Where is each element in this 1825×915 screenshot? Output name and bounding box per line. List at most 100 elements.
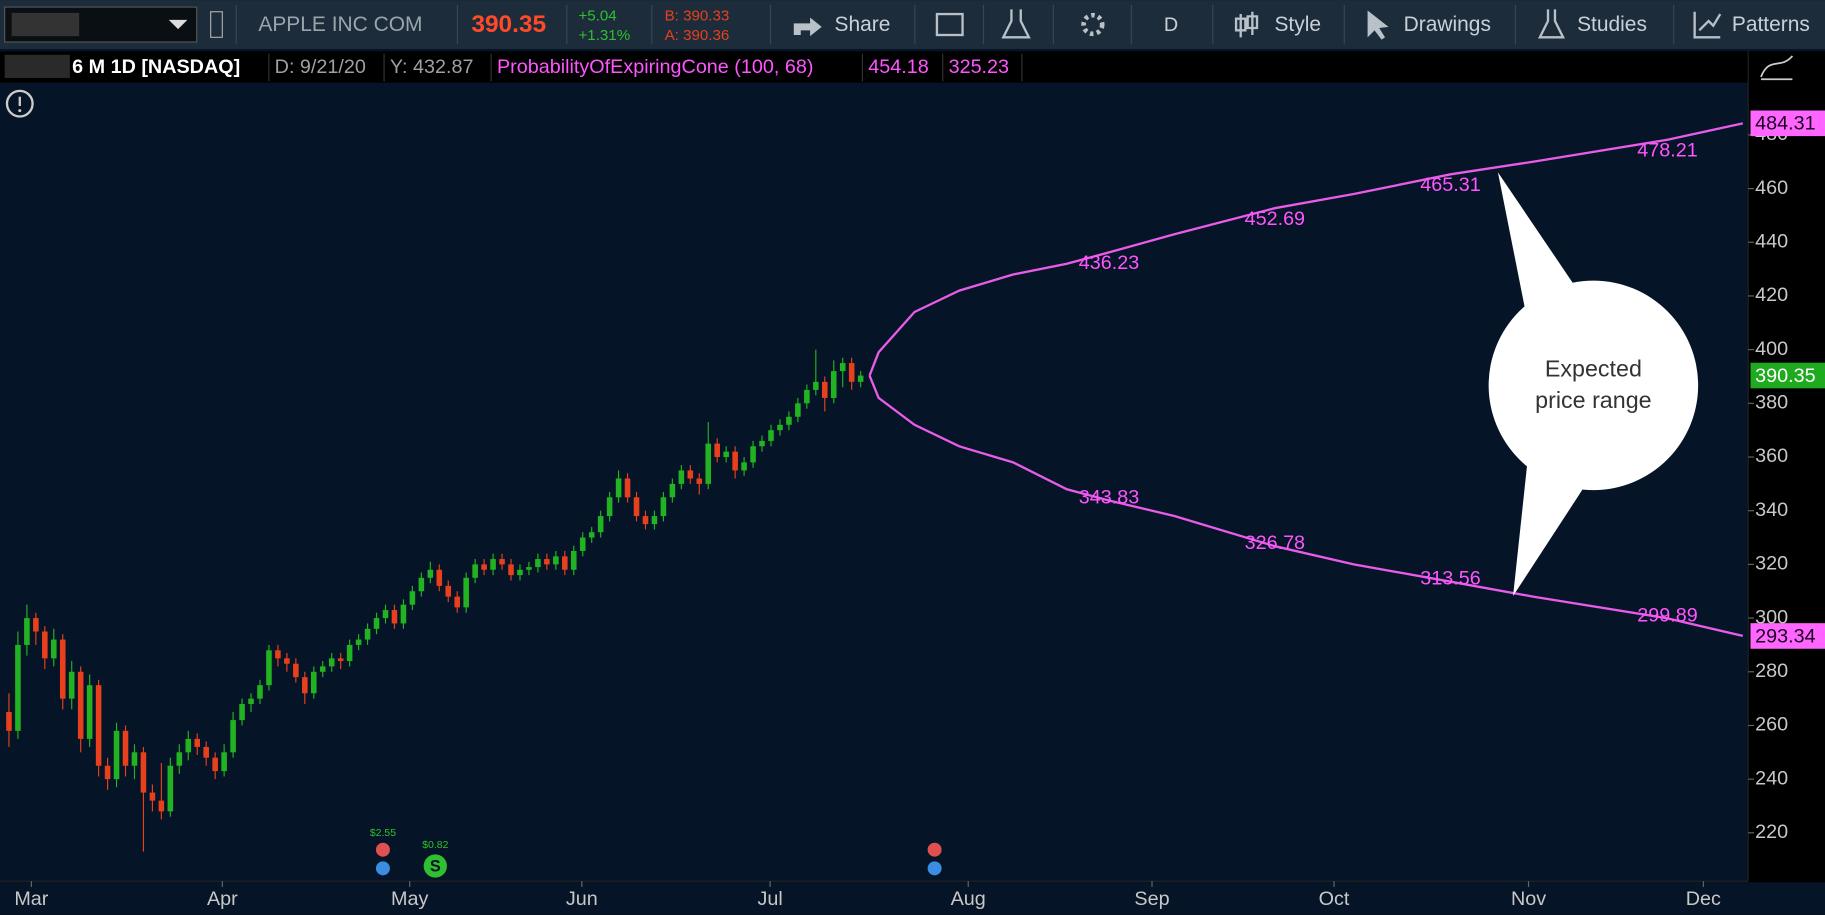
net-change-pct: +1.31% xyxy=(578,27,630,44)
candle-body xyxy=(221,752,227,772)
alert-icon[interactable] xyxy=(5,89,34,118)
candle-body xyxy=(660,497,667,517)
y-tick-label: 460 xyxy=(1755,177,1788,199)
y-tick-label: 240 xyxy=(1755,767,1788,789)
price-tag-label: 293.34 xyxy=(1755,625,1815,647)
candle-body xyxy=(705,443,712,484)
candle-body xyxy=(77,671,84,739)
price-tag xyxy=(1750,362,1825,389)
x-tick-label: Dec xyxy=(1686,888,1721,910)
candle-body xyxy=(830,371,837,398)
candle-body xyxy=(848,363,855,382)
x-tick-label: May xyxy=(391,888,428,910)
cone-label: 436.23 xyxy=(1079,252,1139,274)
notes-icon[interactable] xyxy=(935,12,964,37)
share-button[interactable]: Share xyxy=(835,13,891,36)
candle-body xyxy=(149,792,156,801)
candle-body xyxy=(6,712,12,731)
candle-body xyxy=(499,559,505,565)
style-button[interactable]: Style xyxy=(1274,13,1321,36)
candle-body xyxy=(113,730,120,780)
x-tick-label: Sep xyxy=(1134,888,1169,910)
net-change: +5.04 xyxy=(578,7,616,24)
candle-body xyxy=(750,446,756,463)
studies-button[interactable]: Studies xyxy=(1577,13,1647,36)
chart-period: 6 M 1D [NASDAQ] xyxy=(72,56,240,78)
y-tick-label: 220 xyxy=(1755,821,1788,843)
price-tag xyxy=(1750,623,1825,649)
cone-label: 478.21 xyxy=(1637,139,1697,161)
candle-body xyxy=(839,363,846,372)
candle-body xyxy=(553,556,559,565)
callout-text: Expected xyxy=(1545,355,1642,381)
bid: B: 390.33 xyxy=(665,7,730,24)
info-icon[interactable] xyxy=(375,861,390,876)
candle-body xyxy=(68,671,75,699)
candle-body xyxy=(508,564,514,576)
dividend-icon-glyph: S xyxy=(430,857,441,875)
patterns-icon[interactable] xyxy=(1693,11,1722,39)
patterns-button[interactable]: Patterns xyxy=(1732,13,1810,36)
share-icon[interactable] xyxy=(793,17,822,37)
price-tag-label: 390.35 xyxy=(1755,365,1815,387)
candle-body xyxy=(472,564,478,578)
candle-body xyxy=(651,516,658,525)
earnings-icon[interactable] xyxy=(375,842,390,857)
style-icon[interactable] xyxy=(1234,11,1259,38)
symbol-redacted xyxy=(11,12,80,37)
candle-body xyxy=(696,478,703,484)
studies-icon[interactable] xyxy=(1537,9,1566,39)
alert-icon-dot xyxy=(18,109,22,113)
candle-body xyxy=(741,462,747,471)
aggregation-button[interactable]: D xyxy=(1164,14,1178,36)
candle-body xyxy=(122,730,129,766)
drawings-icon[interactable] xyxy=(1367,10,1389,40)
y-tick-label: 400 xyxy=(1755,338,1788,360)
candle-body xyxy=(714,443,720,458)
candle-body xyxy=(248,698,254,704)
candle-body xyxy=(481,564,487,570)
y-tick-label: 300 xyxy=(1755,606,1788,628)
candle-body xyxy=(723,451,729,458)
candle-body xyxy=(275,650,281,659)
candle-body xyxy=(328,658,335,667)
candle-body xyxy=(454,596,460,608)
x-tick-label: Jul xyxy=(757,888,782,910)
candle-body xyxy=(526,567,532,570)
earnings-icon[interactable] xyxy=(927,842,942,857)
cone-upper xyxy=(868,122,1744,376)
candle-body xyxy=(391,610,398,624)
candle-body xyxy=(786,416,792,425)
candle-body xyxy=(813,381,819,390)
ask: A: 390.36 xyxy=(665,27,730,44)
candle-body xyxy=(795,403,801,417)
candle-body xyxy=(687,470,694,479)
candle-body xyxy=(490,559,496,570)
scale-icon[interactable] xyxy=(1760,55,1794,81)
candle-body xyxy=(409,591,416,605)
candle-body xyxy=(777,424,783,431)
drawings-button[interactable]: Drawings xyxy=(1404,13,1491,36)
cone-label: 343.83 xyxy=(1079,486,1139,508)
flask-icon[interactable] xyxy=(1001,9,1031,39)
candle-body xyxy=(669,483,676,498)
candle-body xyxy=(194,738,201,747)
symbol-name: APPLE INC COM xyxy=(258,13,422,36)
dividend-icon[interactable] xyxy=(423,854,447,878)
candle-body xyxy=(346,644,353,662)
candle-body xyxy=(42,631,48,659)
settings-icon[interactable] xyxy=(1081,12,1105,37)
candle-body xyxy=(284,658,290,664)
symbol-dropdown[interactable] xyxy=(168,19,188,30)
candle-body xyxy=(266,650,272,686)
link-icon[interactable] xyxy=(210,11,223,38)
cone-label: 299.89 xyxy=(1637,604,1697,626)
candle-body xyxy=(51,639,57,659)
x-tick-label: Apr xyxy=(207,888,238,910)
info-icon[interactable] xyxy=(927,861,942,876)
x-tick-label: Jun xyxy=(566,888,598,910)
dividend-label: $0.82 xyxy=(422,840,448,851)
cone-label: 326.78 xyxy=(1245,532,1305,554)
candle-body xyxy=(185,738,192,753)
